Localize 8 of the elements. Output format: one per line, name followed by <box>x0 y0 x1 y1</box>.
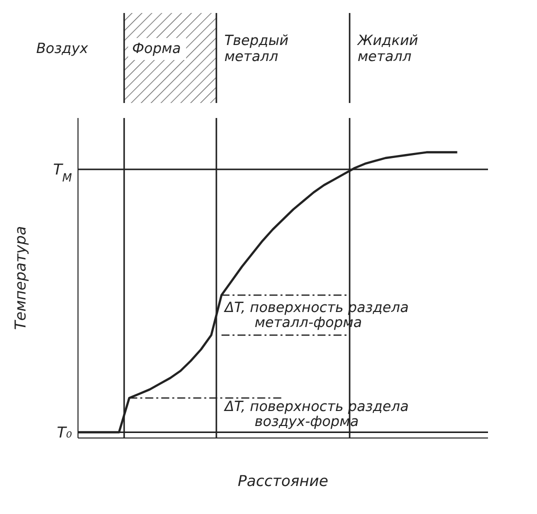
x-axis-title: Расстояние <box>238 472 328 490</box>
text: Воздух <box>36 41 89 57</box>
text: Жидкий металл <box>356 33 418 65</box>
text: Форма <box>132 41 181 57</box>
ref-line-label: T₀ <box>56 423 72 442</box>
y-axis-title: Температура <box>11 226 30 330</box>
ref-line-label: T$_{M}$ <box>53 160 72 184</box>
text: Твердый металл <box>224 33 289 65</box>
